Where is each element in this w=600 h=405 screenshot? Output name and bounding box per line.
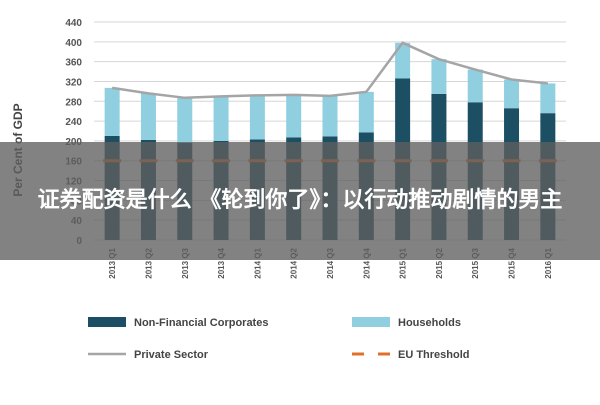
bar-households	[467, 69, 483, 103]
bar-households	[104, 87, 120, 136]
y-tick-label: 240	[65, 117, 82, 128]
x-tick-label: 2015 Q1	[399, 247, 408, 278]
x-tick-label: 2013 Q2	[144, 247, 153, 278]
line-private-sector	[111, 41, 548, 100]
bar-households	[177, 97, 193, 143]
bar-households	[140, 93, 156, 140]
legend-swatch	[352, 317, 390, 327]
overlay-banner: 证券配资是什么 《轮到你了》：以行动推动剧情的男主	[0, 142, 600, 260]
bar-households	[249, 95, 265, 140]
x-tick-label: 2015 Q3	[471, 247, 480, 278]
y-tick-label: 360	[65, 58, 82, 69]
x-tick-label: 2014 Q4	[362, 247, 371, 278]
x-tick-label: 2015 Q4	[508, 247, 517, 278]
x-tick-label: 2014 Q3	[326, 247, 335, 278]
legend-label: Non-Financial Corporates	[134, 317, 268, 329]
bar-households	[358, 91, 374, 133]
legend-swatch	[88, 317, 126, 327]
legend-label: EU Threshold	[398, 349, 470, 361]
bar-households	[395, 42, 411, 79]
y-tick-label: 320	[65, 77, 82, 88]
x-tick-label: 2016 Q1	[544, 247, 553, 278]
bar-households	[431, 59, 447, 94]
bar-households	[504, 79, 520, 109]
bar-households	[286, 94, 302, 138]
legend-label: Private Sector	[134, 349, 209, 361]
x-tick-label: 2015 Q2	[435, 247, 444, 278]
bar-households	[322, 95, 338, 137]
y-tick-label: 400	[65, 38, 82, 49]
x-tick-label: 2013 Q4	[217, 247, 226, 278]
bar-households	[213, 96, 229, 141]
x-tick-label: 2014 Q1	[253, 247, 262, 278]
overlay-title: 证券配资是什么 《轮到你了》：以行动推动剧情的男主	[37, 188, 563, 213]
y-tick-label: 280	[65, 97, 82, 108]
legend: Non-Financial Corporates Households Privat…	[88, 317, 470, 361]
bar-households	[540, 83, 556, 114]
x-tick-label: 2014 Q2	[290, 247, 299, 278]
y-tick-label: 440	[65, 18, 82, 29]
x-tick-label: 2013 Q1	[108, 247, 117, 278]
x-tick-label: 2013 Q3	[181, 247, 190, 278]
legend-label: Households	[398, 317, 461, 329]
